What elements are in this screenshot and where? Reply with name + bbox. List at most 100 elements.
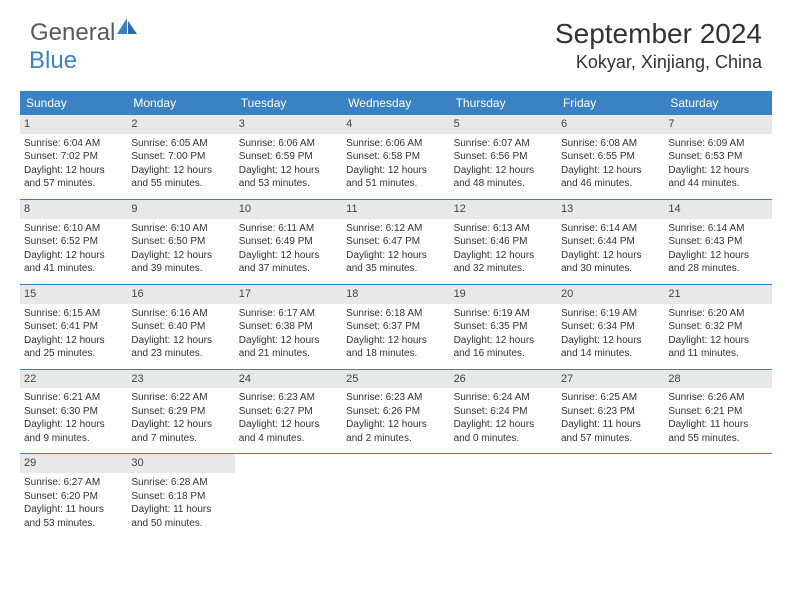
day-cell: 8Sunrise: 6:10 AMSunset: 6:52 PMDaylight…	[20, 200, 127, 284]
day-body: Sunrise: 6:14 AMSunset: 6:43 PMDaylight:…	[664, 219, 771, 284]
sunrise-text: Sunrise: 6:12 AM	[346, 222, 445, 236]
day-body: Sunrise: 6:28 AMSunset: 6:18 PMDaylight:…	[127, 473, 234, 538]
daylight-text-2: and 37 minutes.	[239, 262, 338, 276]
day-number: 9	[127, 200, 234, 219]
day-cell: 23Sunrise: 6:22 AMSunset: 6:29 PMDayligh…	[127, 370, 234, 454]
daylight-text-1: Daylight: 12 hours	[454, 334, 553, 348]
day-body: Sunrise: 6:13 AMSunset: 6:46 PMDaylight:…	[450, 219, 557, 284]
sunrise-text: Sunrise: 6:19 AM	[454, 307, 553, 321]
day-body: Sunrise: 6:19 AMSunset: 6:34 PMDaylight:…	[557, 304, 664, 369]
sunrise-text: Sunrise: 6:24 AM	[454, 391, 553, 405]
sunset-text: Sunset: 7:02 PM	[24, 150, 123, 164]
daylight-text-2: and 46 minutes.	[561, 177, 660, 191]
day-cell: 17Sunrise: 6:17 AMSunset: 6:38 PMDayligh…	[235, 285, 342, 369]
day-number: 1	[20, 115, 127, 134]
weekday-header-row: Sunday Monday Tuesday Wednesday Thursday…	[20, 91, 772, 115]
sunset-text: Sunset: 6:23 PM	[561, 405, 660, 419]
day-number: 23	[127, 370, 234, 389]
day-body: Sunrise: 6:12 AMSunset: 6:47 PMDaylight:…	[342, 219, 449, 284]
day-number: 6	[557, 115, 664, 134]
weekday-header: Friday	[557, 91, 664, 115]
sunrise-text: Sunrise: 6:14 AM	[668, 222, 767, 236]
day-cell: 24Sunrise: 6:23 AMSunset: 6:27 PMDayligh…	[235, 370, 342, 454]
sunset-text: Sunset: 6:44 PM	[561, 235, 660, 249]
sunrise-text: Sunrise: 6:04 AM	[24, 137, 123, 151]
day-body: Sunrise: 6:10 AMSunset: 6:50 PMDaylight:…	[127, 219, 234, 284]
week-row: 15Sunrise: 6:15 AMSunset: 6:41 PMDayligh…	[20, 285, 772, 370]
daylight-text-1: Daylight: 11 hours	[24, 503, 123, 517]
day-number: 29	[20, 454, 127, 473]
day-cell: 19 Sunrise: 6:19 AMSunset: 6:35 PMDayligh…	[450, 285, 557, 369]
week-row: 8Sunrise: 6:10 AMSunset: 6:52 PMDaylight…	[20, 200, 772, 285]
sunrise-text: Sunrise: 6:17 AM	[239, 307, 338, 321]
daylight-text-2: and 14 minutes.	[561, 347, 660, 361]
daylight-text-2: and 44 minutes.	[668, 177, 767, 191]
day-cell: 20Sunrise: 6:19 AMSunset: 6:34 PMDayligh…	[557, 285, 664, 369]
sunset-text: Sunset: 6:56 PM	[454, 150, 553, 164]
daylight-text-1: Daylight: 12 hours	[131, 418, 230, 432]
daylight-text-2: and 39 minutes.	[131, 262, 230, 276]
daylight-text-1: Daylight: 12 hours	[346, 418, 445, 432]
sunset-text: Sunset: 6:29 PM	[131, 405, 230, 419]
weekday-header: Wednesday	[342, 91, 449, 115]
day-body: Sunrise: 6:21 AMSunset: 6:30 PMDaylight:…	[20, 388, 127, 453]
sunrise-text: Sunrise: 6:19 AM	[561, 307, 660, 321]
sunrise-text: Sunrise: 6:21 AM	[24, 391, 123, 405]
empty-cell	[557, 454, 664, 538]
day-body: Sunrise: 6:11 AMSunset: 6:49 PMDaylight:…	[235, 219, 342, 284]
day-body: Sunrise: 6:07 AMSunset: 6:56 PMDaylight:…	[450, 134, 557, 199]
weekday-header: Thursday	[450, 91, 557, 115]
day-cell: 7Sunrise: 6:09 AMSunset: 6:53 PMDaylight…	[664, 115, 771, 199]
day-cell: 28Sunrise: 6:26 AMSunset: 6:21 PMDayligh…	[664, 370, 771, 454]
sunset-text: Sunset: 6:40 PM	[131, 320, 230, 334]
daylight-text-1: Daylight: 11 hours	[668, 418, 767, 432]
daylight-text-2: and 48 minutes.	[454, 177, 553, 191]
daylight-text-1: Daylight: 12 hours	[239, 418, 338, 432]
sunrise-text: Sunrise: 6:25 AM	[561, 391, 660, 405]
day-body: Sunrise: 6:06 AMSunset: 6:58 PMDaylight:…	[342, 134, 449, 199]
daylight-text-1: Daylight: 12 hours	[454, 418, 553, 432]
daylight-text-2: and 21 minutes.	[239, 347, 338, 361]
day-number: 4	[342, 115, 449, 134]
sunrise-text: Sunrise: 6:15 AM	[24, 307, 123, 321]
daylight-text-2: and 50 minutes.	[131, 517, 230, 531]
month-title: September 2024	[555, 18, 762, 50]
daylight-text-1: Daylight: 12 hours	[24, 249, 123, 263]
sunset-text: Sunset: 6:46 PM	[454, 235, 553, 249]
day-cell: 26Sunrise: 6:24 AMSunset: 6:24 PMDayligh…	[450, 370, 557, 454]
sunset-text: Sunset: 6:59 PM	[239, 150, 338, 164]
sunset-text: Sunset: 6:38 PM	[239, 320, 338, 334]
day-cell: 25Sunrise: 6:23 AMSunset: 6:26 PMDayligh…	[342, 370, 449, 454]
daylight-text-2: and 35 minutes.	[346, 262, 445, 276]
daylight-text-1: Daylight: 12 hours	[668, 334, 767, 348]
sunset-text: Sunset: 7:00 PM	[131, 150, 230, 164]
calendar: Sunday Monday Tuesday Wednesday Thursday…	[20, 91, 772, 538]
day-cell: 15Sunrise: 6:15 AMSunset: 6:41 PMDayligh…	[20, 285, 127, 369]
day-number: 18	[342, 285, 449, 304]
sunset-text: Sunset: 6:21 PM	[668, 405, 767, 419]
day-number: 12	[450, 200, 557, 219]
sunset-text: Sunset: 6:35 PM	[454, 320, 553, 334]
day-cell: 2Sunrise: 6:05 AMSunset: 7:00 PMDaylight…	[127, 115, 234, 199]
daylight-text-2: and 16 minutes.	[454, 347, 553, 361]
sunrise-text: Sunrise: 6:06 AM	[346, 137, 445, 151]
sunrise-text: Sunrise: 6:18 AM	[346, 307, 445, 321]
day-cell: 4Sunrise: 6:06 AMSunset: 6:58 PMDaylight…	[342, 115, 449, 199]
day-cell: 13Sunrise: 6:14 AMSunset: 6:44 PMDayligh…	[557, 200, 664, 284]
day-number: 19	[450, 285, 557, 304]
sunrise-text: Sunrise: 6:28 AM	[131, 476, 230, 490]
sunrise-text: Sunrise: 6:20 AM	[668, 307, 767, 321]
daylight-text-2: and 4 minutes.	[239, 432, 338, 446]
day-number: 17	[235, 285, 342, 304]
day-number: 25	[342, 370, 449, 389]
sunset-text: Sunset: 6:53 PM	[668, 150, 767, 164]
day-number: 24	[235, 370, 342, 389]
day-number: 11	[342, 200, 449, 219]
day-body: Sunrise: 6:24 AMSunset: 6:24 PMDaylight:…	[450, 388, 557, 453]
sunrise-text: Sunrise: 6:06 AM	[239, 137, 338, 151]
week-row: 1Sunrise: 6:04 AMSunset: 7:02 PMDaylight…	[20, 115, 772, 200]
sunrise-text: Sunrise: 6:16 AM	[131, 307, 230, 321]
sunset-text: Sunset: 6:50 PM	[131, 235, 230, 249]
sunset-text: Sunset: 6:20 PM	[24, 490, 123, 504]
day-cell: 14Sunrise: 6:14 AMSunset: 6:43 PMDayligh…	[664, 200, 771, 284]
